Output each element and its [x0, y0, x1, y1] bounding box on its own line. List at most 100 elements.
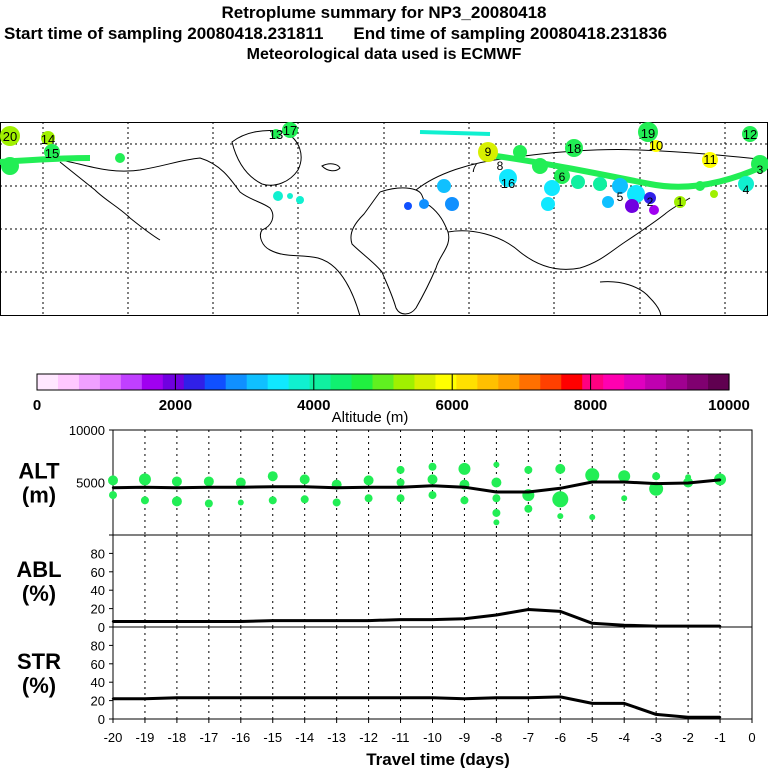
- plume-marker: [695, 181, 705, 191]
- series-point: [527, 490, 530, 494]
- x-tick-label: -6: [555, 730, 567, 745]
- plume-point: [267, 471, 278, 482]
- y-tick-label: 60: [91, 565, 105, 580]
- series-point: [303, 619, 306, 622]
- x-tick-label: -15: [263, 730, 282, 745]
- colorbar-swatch: [204, 374, 227, 390]
- series-point: [559, 487, 562, 490]
- panel-alt: 5000 10000 ALT(m): [18, 425, 753, 536]
- y-tick-label: 20: [91, 602, 105, 617]
- map-day-label: 6: [559, 170, 566, 184]
- plume-point: [235, 477, 246, 488]
- series-point: [495, 490, 498, 494]
- colorbar-swatch: [162, 374, 185, 390]
- colorbar-swatch: [372, 374, 395, 390]
- colorbar-swatch: [57, 374, 80, 390]
- series-point: [239, 696, 242, 700]
- plume-point: [652, 472, 661, 481]
- map-day-label: 4: [743, 183, 750, 197]
- colorbar-swatch: [624, 374, 646, 390]
- y-axis-unit: (%): [22, 581, 56, 606]
- colorbar-swatch: [120, 374, 143, 390]
- y-tick-label: 20: [91, 694, 105, 709]
- series-point: [271, 485, 274, 488]
- plume-marker: [593, 177, 607, 191]
- series-point: [623, 480, 626, 484]
- coastline-americas: [0, 157, 361, 316]
- series-line: [112, 478, 721, 494]
- plume-marker: [44, 144, 60, 160]
- colorbar-swatch: [498, 374, 520, 390]
- plume-marker: [0, 126, 20, 146]
- y-tick-label: 80: [91, 546, 105, 561]
- plume-marker: [602, 196, 614, 208]
- plume-point: [364, 494, 373, 503]
- plume-point: [204, 499, 213, 508]
- series-point: [431, 618, 434, 621]
- series-point: [591, 480, 594, 484]
- coastline-maritime: [599, 281, 662, 316]
- colorbar-swatch: [687, 374, 709, 390]
- plume-marker: [41, 131, 55, 145]
- x-tick-label: -1: [714, 730, 726, 745]
- plume-point: [493, 519, 500, 526]
- series-point: [207, 620, 211, 623]
- series-point: [623, 623, 626, 627]
- panel-abl: 0 20 40 60 80 ABL(%): [16, 534, 753, 635]
- plume-point: [649, 481, 664, 496]
- sampling-times: Start time of sampling 20080418.231811 En…: [0, 24, 768, 44]
- colorbar-swatch: [288, 374, 311, 390]
- plume-marker: [532, 158, 548, 174]
- series-point: [463, 697, 466, 700]
- series-line: [113, 695, 720, 719]
- plume-marker: [478, 142, 498, 162]
- plume-point: [396, 478, 405, 487]
- colorbar-swatch: [309, 374, 332, 390]
- plume-marker: [627, 185, 645, 203]
- y-tick-label: 40: [91, 675, 105, 690]
- x-tick-label: -13: [327, 730, 346, 745]
- plume-point: [300, 495, 309, 504]
- series-point: [559, 610, 562, 613]
- x-tick-label: -12: [359, 730, 378, 745]
- x-tick-label: -9: [459, 730, 471, 745]
- series-point: [718, 715, 722, 719]
- map-day-label: 15: [45, 146, 59, 161]
- colorbar-tick-label: 8000: [574, 397, 607, 414]
- series-point: [367, 486, 370, 489]
- x-tick-label: -18: [168, 730, 187, 745]
- plume-point: [108, 475, 118, 486]
- map-day-label: 1: [677, 195, 684, 209]
- x-tick-label: -16: [231, 730, 250, 745]
- colorbar-swatch: [99, 374, 122, 390]
- series-point: [239, 620, 242, 623]
- plume-point: [458, 462, 471, 475]
- map-day-label: 13: [269, 127, 283, 142]
- series-point: [335, 696, 338, 700]
- plume-point: [138, 473, 151, 486]
- colorbar-swatch: [645, 374, 667, 390]
- series-line: [113, 608, 720, 628]
- plume-point: [685, 474, 692, 481]
- met-data-label: Meteorological data used is ECMWF: [246, 46, 522, 63]
- colorbar-swatch: [246, 374, 269, 390]
- x-tick-label: -4: [618, 730, 630, 745]
- plume-point: [491, 477, 502, 488]
- series-point: [463, 617, 466, 620]
- series-point: [335, 486, 338, 489]
- plume-marker: [273, 191, 283, 201]
- plume-marker: [513, 145, 527, 159]
- y-axis-unit: (m): [22, 483, 56, 508]
- x-tick-label: -2: [682, 730, 694, 745]
- colorbar-swatch: [351, 374, 374, 390]
- y-tick-label: 80: [91, 638, 105, 653]
- plume-marker: [404, 202, 412, 210]
- series-point: [686, 481, 690, 485]
- y-axis-unit: (%): [22, 673, 56, 698]
- colorbar-swatch: [183, 374, 206, 390]
- plume-marker: [649, 205, 659, 215]
- map-day-label: 10: [649, 138, 663, 153]
- map-day-label: 18: [567, 141, 581, 156]
